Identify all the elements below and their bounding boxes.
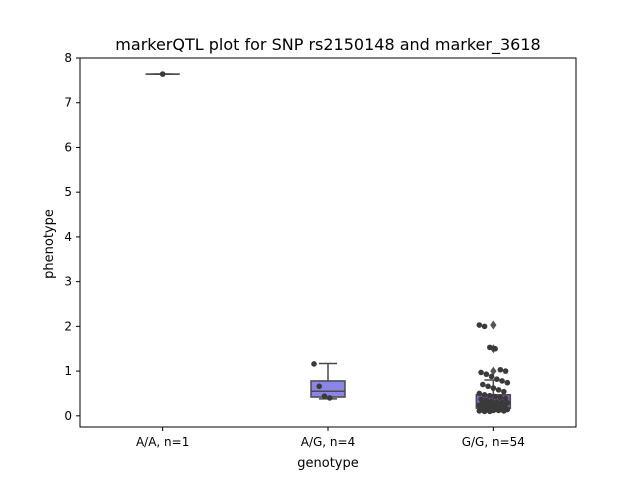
y-tick-label: 7 <box>64 96 72 110</box>
data-point <box>501 408 507 414</box>
y-axis-label: phenotype <box>42 209 57 279</box>
data-point <box>490 385 497 391</box>
data-point <box>497 366 504 373</box>
box-body <box>310 380 346 398</box>
chart-title: markerQTL plot for SNP rs2150148 and mar… <box>115 35 540 55</box>
x-tick-label: A/A, n=1 <box>136 435 189 449</box>
data-point <box>481 391 488 398</box>
data-point <box>487 344 493 351</box>
data-point <box>483 371 490 378</box>
x-axis-label: genotype <box>297 456 358 471</box>
data-point <box>502 395 509 402</box>
y-tick-label: 6 <box>64 140 72 154</box>
y-tick-label: 8 <box>64 51 72 65</box>
y-tick-label: 0 <box>64 409 72 423</box>
data-point <box>478 369 484 376</box>
data-point <box>488 373 495 380</box>
y-tick-label: 4 <box>64 230 72 244</box>
box-flier <box>490 320 497 330</box>
data-point <box>495 407 502 414</box>
data-point <box>476 390 483 397</box>
data-point <box>485 383 491 390</box>
data-point <box>492 393 498 400</box>
box-flier <box>490 366 497 376</box>
y-tick-label: 1 <box>64 364 72 378</box>
x-tick-label: A/G, n=4 <box>301 435 355 449</box>
data-point <box>481 323 488 330</box>
data-point <box>504 379 511 386</box>
data-point <box>159 71 166 77</box>
data-point <box>476 408 483 414</box>
data-point <box>495 387 502 393</box>
data-point <box>476 322 483 328</box>
data-point <box>311 361 317 367</box>
data-point <box>497 394 504 401</box>
data-point <box>321 393 328 399</box>
data-point <box>502 368 509 374</box>
data-point <box>501 388 507 395</box>
data-point <box>480 381 486 388</box>
plot-area: 0 1 2 3 4 5 6 7 8 A/A, n=1 A/G, n=4 G/G, n=54 <box>64 51 577 449</box>
y-tick-label: 5 <box>64 185 72 199</box>
x-tick-label: G/G, n=54 <box>462 435 525 449</box>
data-point <box>316 383 323 390</box>
data-point <box>492 345 498 352</box>
data-point <box>499 378 505 384</box>
data-point <box>487 408 493 415</box>
data-point <box>481 408 488 415</box>
data-point <box>494 376 500 382</box>
data-point <box>487 392 493 399</box>
data-point <box>326 395 333 401</box>
y-tick-label: 2 <box>64 319 72 333</box>
y-tick-label: 3 <box>64 275 72 289</box>
